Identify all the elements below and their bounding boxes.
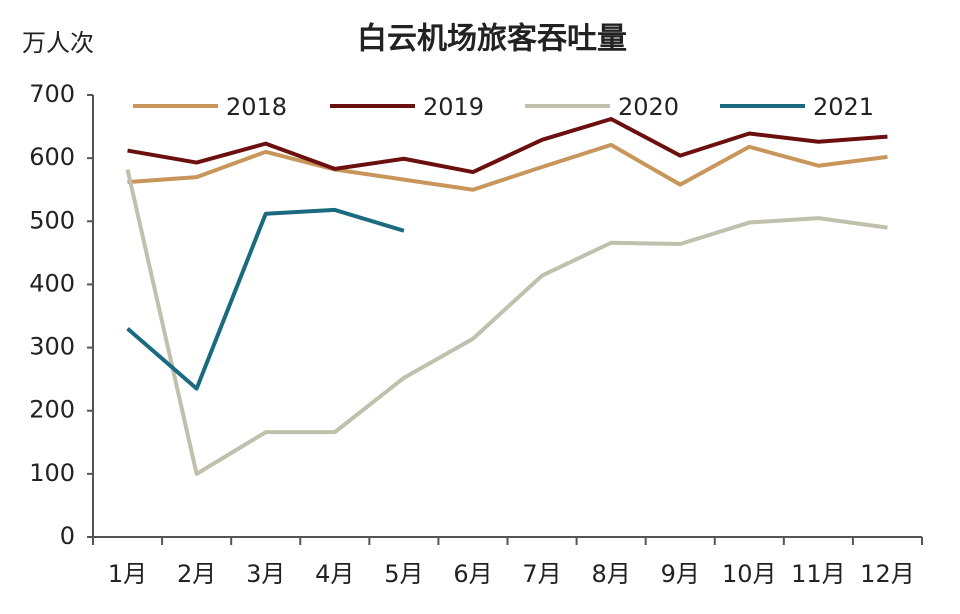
x-tick-label: 5月 bbox=[384, 560, 423, 588]
y-tick-label: 0 bbox=[60, 522, 75, 550]
x-tick-label: 6月 bbox=[453, 560, 492, 588]
y-tick-label: 300 bbox=[29, 333, 75, 361]
y-tick-label: 200 bbox=[29, 396, 75, 424]
x-tick-label: 1月 bbox=[108, 560, 147, 588]
x-tick-label: 8月 bbox=[591, 560, 630, 588]
y-tick-label: 500 bbox=[29, 206, 75, 234]
series-line bbox=[125, 169, 888, 476]
legend-label: 2021 bbox=[813, 93, 874, 121]
y-tick-label: 600 bbox=[29, 143, 75, 171]
x-tick-label: 7月 bbox=[522, 560, 561, 588]
x-tick-label: 11月 bbox=[791, 560, 846, 588]
series-line bbox=[127, 142, 888, 192]
x-tick-label: 9月 bbox=[661, 560, 700, 588]
chart-title: 白云机场旅客吞吐量 bbox=[357, 22, 627, 57]
x-tick-label: 10月 bbox=[722, 560, 777, 588]
x-tick-label: 12月 bbox=[860, 560, 915, 588]
x-tick-label: 3月 bbox=[246, 560, 285, 588]
y-tick-label: 400 bbox=[29, 269, 75, 297]
y-tick-label: 100 bbox=[29, 459, 75, 487]
x-tick-label: 4月 bbox=[315, 560, 354, 588]
legend-label: 2020 bbox=[618, 93, 679, 121]
legend-label: 2019 bbox=[423, 93, 484, 121]
legend-label: 2018 bbox=[226, 93, 287, 121]
series-line bbox=[126, 207, 405, 391]
y-tick-label: 700 bbox=[29, 80, 75, 108]
series-line bbox=[127, 116, 888, 175]
y-axis-label: 万人次 bbox=[22, 29, 94, 57]
x-tick-label: 2月 bbox=[177, 560, 216, 588]
